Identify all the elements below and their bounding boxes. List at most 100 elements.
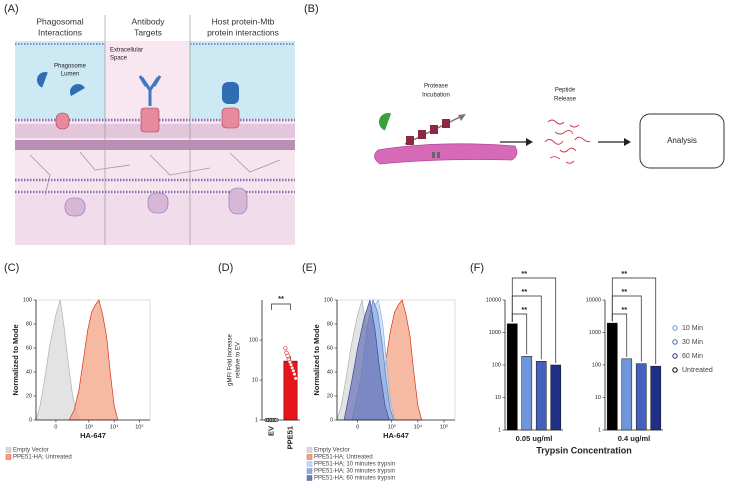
legend-label: Empty Vector	[314, 448, 350, 454]
column-title: Host protein-Mtb	[212, 16, 275, 26]
peptides	[544, 119, 591, 164]
protein	[140, 107, 160, 133]
panel-a: (A) Phagosomal Interactions Antibody Tar…	[4, 3, 295, 245]
protein	[221, 107, 240, 129]
bar	[621, 358, 633, 431]
marker	[432, 152, 435, 158]
y-tick-label: 1	[498, 427, 501, 433]
bar	[521, 356, 533, 431]
significance-label: **	[521, 287, 527, 296]
data-point	[293, 376, 298, 381]
region-label: Space	[110, 56, 128, 62]
analysis-box	[639, 113, 725, 169]
protein	[228, 187, 248, 215]
y-tick-label: 100	[492, 362, 501, 368]
column-title: Targets	[134, 27, 162, 37]
protease-icon	[37, 72, 48, 88]
x-tick-label: 0	[356, 424, 359, 430]
data-point	[283, 346, 288, 351]
marker	[437, 152, 440, 158]
step-label: Protease	[424, 84, 449, 90]
region-label: Lumen	[61, 72, 79, 78]
protease-icon	[379, 113, 392, 131]
panel-label: (B)	[304, 3, 319, 15]
arrowhead	[624, 138, 631, 146]
y-tick-label: 100	[592, 362, 601, 368]
legend-swatch	[5, 447, 12, 453]
y-axis-label: relative to EV	[236, 342, 242, 378]
y-tick-label: 100	[23, 297, 32, 303]
legend-swatch	[5, 454, 12, 460]
legend-label: PPE51-HA; Untreated	[13, 455, 72, 461]
y-tick-label: 20	[327, 393, 333, 399]
legend-label: PPE51-HA; 10 minutes trypsin	[314, 462, 395, 468]
y-tick-label: 40	[327, 369, 333, 375]
legend-label: Untreated	[682, 367, 713, 374]
significance-label: **	[621, 269, 627, 278]
y-tick-label: 1	[255, 417, 258, 423]
y-tick-label: 100	[324, 297, 333, 303]
y-tick-label: 80	[26, 321, 32, 327]
histogram	[68, 299, 119, 421]
y-tick-label: 10000	[486, 297, 501, 303]
y-tick-label: 60	[26, 345, 32, 351]
column-title: Antibody	[131, 16, 165, 26]
arrowhead	[458, 114, 466, 121]
panel-b: (B) Analysis Protease Incubation Peptide…	[304, 3, 725, 169]
panel-label: (F)	[470, 262, 484, 274]
peptide	[430, 125, 438, 134]
y-axis-label: gMFI Fold Increase	[228, 333, 234, 385]
x-axis-label: HA-647	[80, 431, 106, 440]
legend-swatch	[306, 447, 313, 453]
host-protein	[222, 82, 239, 104]
bar	[506, 323, 518, 431]
y-tick-label: 1	[598, 427, 601, 433]
y-tick-label: 100	[249, 337, 258, 343]
extracellular-region	[105, 41, 190, 119]
x-tick-label: 10⁴	[110, 423, 119, 430]
legend-label: 30 Min	[682, 339, 703, 346]
significance-label: **	[621, 287, 627, 296]
significance-label: **	[521, 269, 527, 278]
protein	[55, 112, 70, 130]
peptide	[406, 136, 414, 145]
column-title: Phagosomal	[36, 16, 83, 26]
legend-label: 60 Min	[682, 353, 703, 360]
bar	[650, 365, 662, 431]
peptide	[418, 130, 426, 139]
step-label: Incubation	[422, 93, 450, 99]
bar	[635, 363, 647, 431]
x-tick-label: 0	[54, 424, 57, 430]
legend-label: Empty Vector	[13, 448, 49, 454]
panel-label: (C)	[4, 262, 19, 274]
x-axis-label: HA-647	[383, 431, 409, 440]
y-axis-label: Normalized to Mode	[11, 324, 20, 395]
y-tick-label: 60	[327, 345, 333, 351]
y-tick-label: 1000	[589, 330, 601, 336]
legend-label: 10 Min	[682, 325, 703, 332]
y-tick-label: 20	[26, 393, 32, 399]
significance-label: **	[278, 294, 284, 303]
step-label: Peptide	[555, 88, 576, 94]
region-label: Extracellular	[110, 48, 143, 54]
y-tick-label: 1000	[489, 330, 501, 336]
panel-label: (E)	[302, 262, 317, 274]
x-tick-label: 10⁵	[440, 423, 448, 430]
protein	[147, 192, 169, 214]
header-band	[15, 15, 295, 41]
arrowhead	[526, 138, 533, 146]
x-axis-label: Trypsin Concentration	[536, 445, 632, 455]
data-point	[292, 372, 297, 377]
histogram	[343, 299, 390, 421]
cell-wall	[15, 140, 295, 150]
legend-swatch	[306, 454, 313, 460]
bacterium	[374, 143, 518, 165]
y-tick-label: 40	[26, 369, 32, 375]
significance-bracket	[511, 277, 557, 363]
legend-swatch	[306, 461, 313, 467]
bar	[606, 322, 618, 431]
x-tick-label: 10³	[85, 424, 93, 430]
y-tick-label: 0	[29, 417, 32, 423]
bar	[535, 361, 547, 431]
